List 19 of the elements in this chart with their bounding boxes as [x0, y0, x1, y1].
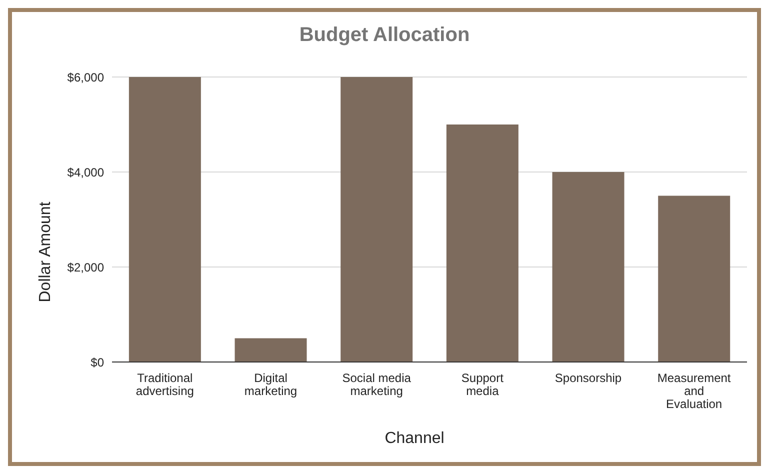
- y-tick-label: $6,000: [67, 70, 104, 84]
- y-axis-title: Dollar Amount: [37, 202, 55, 302]
- x-tick-label: Support media: [461, 371, 504, 398]
- bar: [446, 124, 518, 362]
- x-tick-label: Traditional advertising: [136, 371, 194, 398]
- x-axis-title: Channel: [384, 430, 446, 448]
- bar: [552, 172, 624, 362]
- chart-title: Budget Allocation: [298, 24, 471, 47]
- x-tick-label: Social media marketing: [342, 371, 412, 398]
- bar: [340, 77, 413, 362]
- x-tick-label: Measurement and Evaluation: [657, 371, 732, 411]
- y-tick-label: $4,000: [67, 165, 104, 180]
- bar: [128, 77, 201, 362]
- y-tick-label: $2,000: [67, 260, 104, 274]
- bar: [234, 338, 307, 362]
- bar: [658, 196, 730, 362]
- x-tick-label: Sponsorship: [554, 371, 622, 385]
- x-tick-label: Digital marketing: [244, 371, 298, 398]
- y-tick-label: $0: [90, 355, 104, 370]
